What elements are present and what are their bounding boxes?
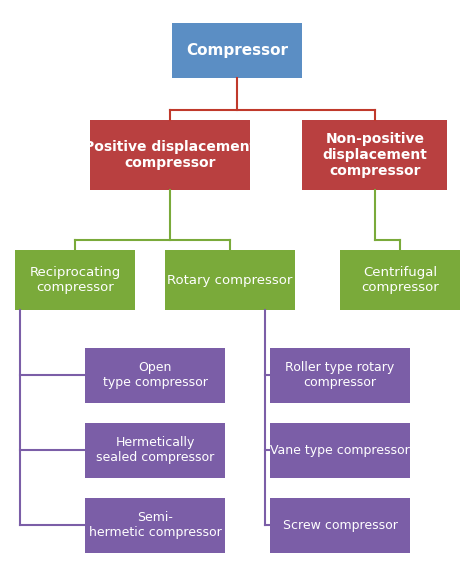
Text: Rotary compressor: Rotary compressor <box>167 274 292 287</box>
FancyBboxPatch shape <box>302 120 447 190</box>
FancyBboxPatch shape <box>172 22 302 77</box>
FancyBboxPatch shape <box>85 347 225 402</box>
FancyBboxPatch shape <box>340 250 460 310</box>
Text: Hermetically
sealed compressor: Hermetically sealed compressor <box>96 436 214 464</box>
Text: Non-positive
displacement
compressor: Non-positive displacement compressor <box>323 132 428 178</box>
Text: Centrifugal
compressor: Centrifugal compressor <box>361 266 439 294</box>
Text: Reciprocating
compressor: Reciprocating compressor <box>29 266 120 294</box>
FancyBboxPatch shape <box>15 250 135 310</box>
FancyBboxPatch shape <box>85 422 225 477</box>
FancyBboxPatch shape <box>270 347 410 402</box>
FancyBboxPatch shape <box>90 120 250 190</box>
FancyBboxPatch shape <box>85 498 225 553</box>
FancyBboxPatch shape <box>270 498 410 553</box>
Text: Roller type rotary
compressor: Roller type rotary compressor <box>285 361 395 389</box>
Text: Open
type compressor: Open type compressor <box>102 361 208 389</box>
Text: Semi-
hermetic compressor: Semi- hermetic compressor <box>89 511 221 539</box>
Text: Vane type compressor: Vane type compressor <box>270 444 410 457</box>
FancyBboxPatch shape <box>165 250 295 310</box>
FancyBboxPatch shape <box>270 422 410 477</box>
Text: Screw compressor: Screw compressor <box>283 518 397 531</box>
Text: Positive displacement
compressor: Positive displacement compressor <box>84 140 256 170</box>
Text: Compressor: Compressor <box>186 43 288 57</box>
